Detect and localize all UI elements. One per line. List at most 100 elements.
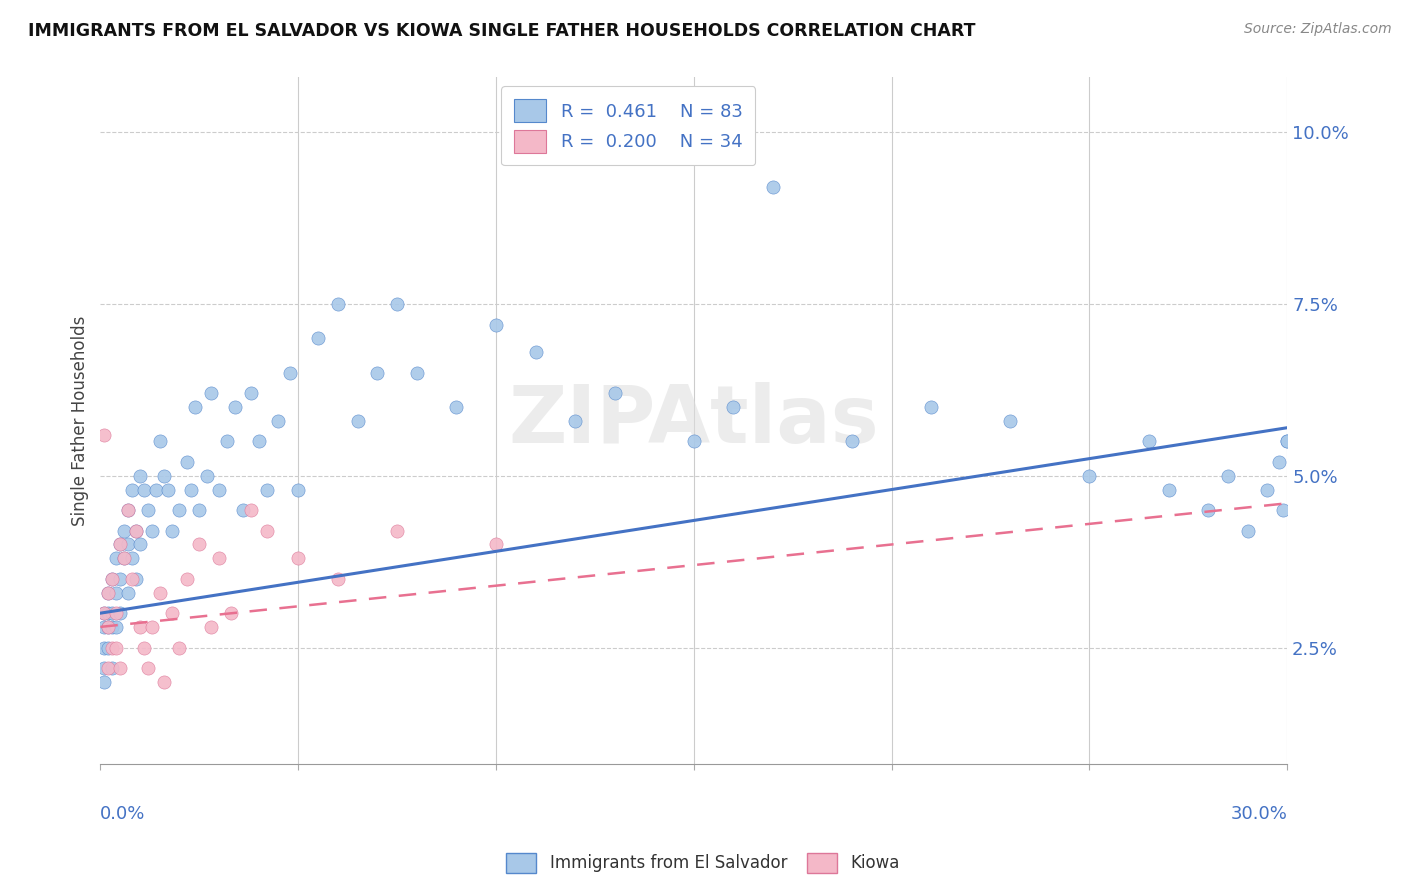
- Point: [156, 483, 179, 497]
- Point: [385, 524, 408, 538]
- Point: [176, 455, 198, 469]
- Text: 30.0%: 30.0%: [1230, 805, 1288, 823]
- Point: [239, 386, 262, 401]
- Legend: R =  0.461    N = 83, R =  0.200    N = 34: R = 0.461 N = 83, R = 0.200 N = 34: [501, 87, 755, 165]
- Point: [105, 640, 128, 655]
- Point: [1157, 483, 1180, 497]
- Point: [93, 674, 115, 689]
- Point: [1256, 483, 1278, 497]
- Point: [200, 386, 222, 401]
- Point: [97, 606, 120, 620]
- Point: [125, 524, 148, 538]
- Point: [105, 585, 128, 599]
- Point: [603, 386, 626, 401]
- Point: [117, 585, 139, 599]
- Point: [247, 434, 270, 449]
- Point: [239, 503, 262, 517]
- Point: [108, 572, 131, 586]
- Point: [267, 414, 290, 428]
- Point: [112, 551, 135, 566]
- Point: [188, 503, 211, 517]
- Point: [141, 524, 163, 538]
- Point: [1272, 503, 1295, 517]
- Point: [1236, 524, 1258, 538]
- Point: [152, 468, 174, 483]
- Point: [129, 620, 152, 634]
- Point: [121, 572, 143, 586]
- Text: 0.0%: 0.0%: [100, 805, 146, 823]
- Point: [101, 572, 124, 586]
- Point: [287, 551, 309, 566]
- Point: [195, 468, 218, 483]
- Point: [117, 503, 139, 517]
- Point: [405, 366, 427, 380]
- Point: [121, 551, 143, 566]
- Point: [101, 606, 124, 620]
- Point: [208, 551, 231, 566]
- Point: [125, 524, 148, 538]
- Text: Source: ZipAtlas.com: Source: ZipAtlas.com: [1244, 22, 1392, 37]
- Point: [485, 537, 508, 551]
- Point: [97, 661, 120, 675]
- Point: [108, 606, 131, 620]
- Point: [97, 620, 120, 634]
- Point: [121, 483, 143, 497]
- Point: [219, 606, 242, 620]
- Point: [117, 537, 139, 551]
- Point: [136, 661, 159, 675]
- Point: [307, 331, 329, 345]
- Point: [93, 427, 115, 442]
- Point: [200, 620, 222, 634]
- Point: [326, 572, 349, 586]
- Point: [446, 400, 468, 414]
- Point: [101, 661, 124, 675]
- Point: [256, 483, 278, 497]
- Point: [101, 620, 124, 634]
- Point: [485, 318, 508, 332]
- Point: [208, 483, 231, 497]
- Point: [129, 537, 152, 551]
- Point: [105, 620, 128, 634]
- Point: [149, 585, 172, 599]
- Point: [1197, 503, 1219, 517]
- Point: [132, 640, 155, 655]
- Y-axis label: Single Father Households: Single Father Households: [72, 316, 89, 526]
- Point: [169, 503, 191, 517]
- Point: [1000, 414, 1022, 428]
- Point: [224, 400, 246, 414]
- Legend: Immigrants from El Salvador, Kiowa: Immigrants from El Salvador, Kiowa: [499, 847, 907, 880]
- Point: [1268, 455, 1291, 469]
- Point: [129, 468, 152, 483]
- Point: [101, 640, 124, 655]
- Point: [176, 572, 198, 586]
- Point: [232, 503, 254, 517]
- Point: [385, 297, 408, 311]
- Point: [125, 572, 148, 586]
- Point: [108, 537, 131, 551]
- Point: [108, 661, 131, 675]
- Point: [1216, 468, 1239, 483]
- Point: [920, 400, 942, 414]
- Point: [145, 483, 167, 497]
- Point: [93, 640, 115, 655]
- Point: [97, 620, 120, 634]
- Point: [93, 606, 115, 620]
- Point: [93, 620, 115, 634]
- Point: [326, 297, 349, 311]
- Point: [97, 640, 120, 655]
- Point: [141, 620, 163, 634]
- Point: [169, 640, 191, 655]
- Point: [112, 524, 135, 538]
- Point: [160, 606, 183, 620]
- Point: [93, 661, 115, 675]
- Point: [117, 503, 139, 517]
- Point: [188, 537, 211, 551]
- Point: [564, 414, 586, 428]
- Text: ZIPAtlas: ZIPAtlas: [509, 382, 879, 460]
- Point: [346, 414, 368, 428]
- Point: [682, 434, 704, 449]
- Point: [1277, 434, 1299, 449]
- Point: [105, 551, 128, 566]
- Point: [180, 483, 202, 497]
- Point: [97, 585, 120, 599]
